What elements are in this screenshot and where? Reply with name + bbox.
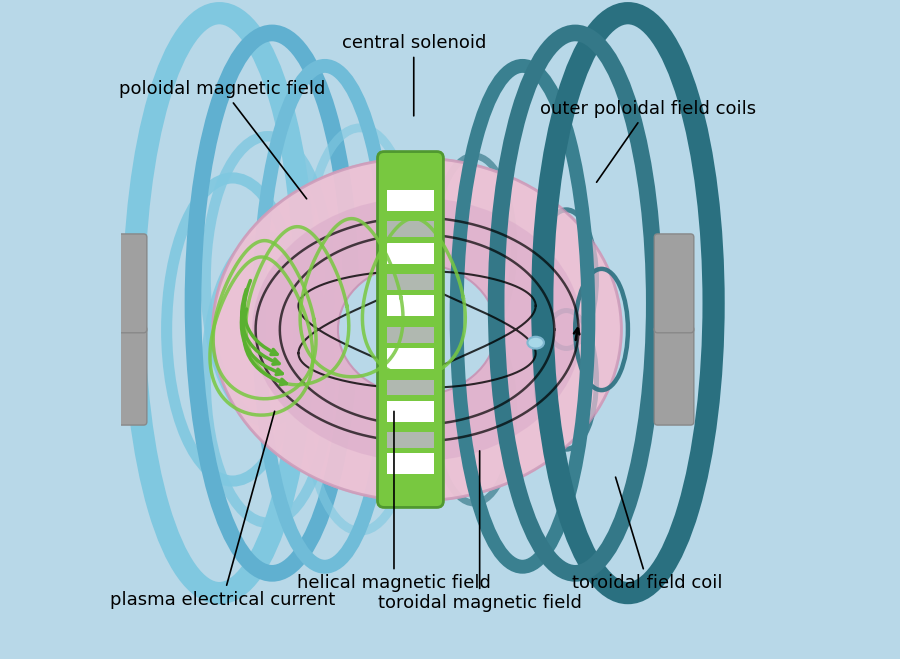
Bar bbox=[387, 348, 434, 369]
FancyBboxPatch shape bbox=[377, 152, 444, 507]
Bar bbox=[387, 380, 434, 395]
Text: poloidal magnetic field: poloidal magnetic field bbox=[120, 80, 326, 199]
Ellipse shape bbox=[527, 337, 544, 349]
FancyBboxPatch shape bbox=[107, 234, 147, 333]
Bar bbox=[387, 327, 434, 343]
FancyBboxPatch shape bbox=[107, 326, 147, 425]
Text: central solenoid: central solenoid bbox=[342, 34, 486, 116]
Ellipse shape bbox=[252, 198, 581, 461]
Bar bbox=[387, 274, 434, 290]
FancyBboxPatch shape bbox=[654, 326, 694, 425]
Bar bbox=[387, 190, 434, 211]
FancyBboxPatch shape bbox=[654, 234, 694, 333]
Text: plasma electrical current: plasma electrical current bbox=[110, 411, 336, 609]
Bar bbox=[387, 295, 434, 316]
Ellipse shape bbox=[212, 158, 621, 501]
Text: outer poloidal field coils: outer poloidal field coils bbox=[540, 100, 756, 183]
Ellipse shape bbox=[338, 264, 496, 395]
Bar bbox=[387, 243, 434, 264]
Text: toroidal magnetic field: toroidal magnetic field bbox=[378, 451, 581, 612]
Bar bbox=[387, 221, 434, 237]
Bar bbox=[387, 432, 434, 448]
Text: toroidal field coil: toroidal field coil bbox=[572, 477, 723, 592]
Bar bbox=[387, 453, 434, 474]
Ellipse shape bbox=[212, 158, 621, 501]
Text: helical magnetic field: helical magnetic field bbox=[297, 411, 490, 592]
Bar bbox=[387, 401, 434, 422]
